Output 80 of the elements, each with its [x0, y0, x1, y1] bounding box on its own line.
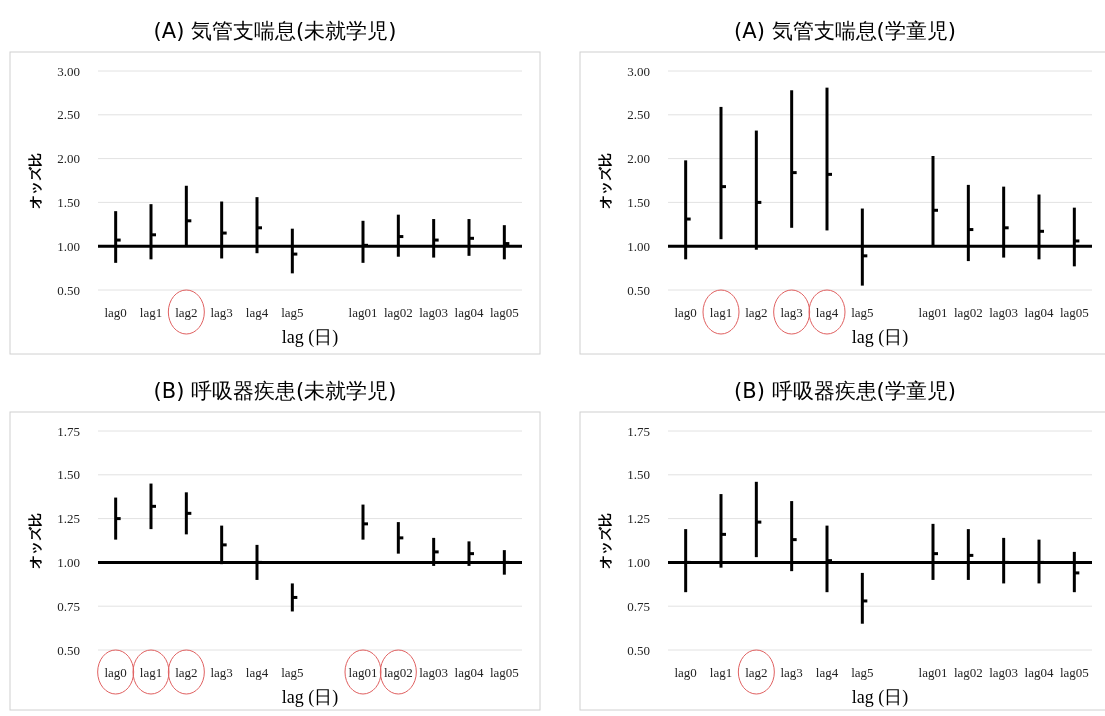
y-tick-label: 0.75 [627, 598, 650, 614]
x-axis-title: lag (日) [851, 327, 909, 348]
y-tick-label: 1.50 [57, 467, 80, 483]
x-tick-label: lag01 [348, 665, 378, 680]
x-axis-title: lag (日) [281, 687, 339, 708]
x-tick-label: lag03 [989, 665, 1019, 680]
x-tick-label: lag2 [745, 305, 768, 320]
y-tick-label: 0.50 [57, 282, 80, 298]
x-tick-label: lag03 [989, 305, 1019, 320]
y-tick-label: 1.00 [57, 238, 80, 254]
chart-title: (A) 気管支喘息(未就学児) [153, 19, 397, 43]
x-tick-label: lag01 [918, 305, 948, 320]
x-tick-label: lag4 [815, 665, 839, 680]
chart-title: (B) 呼吸器疾患(未就学児) [153, 379, 397, 403]
x-tick-label: lag5 [281, 305, 304, 320]
y-tick-label: 1.00 [627, 238, 650, 254]
chart-title: (A) 気管支喘息(学童児) [734, 19, 956, 43]
y-tick-label: 3.00 [627, 63, 650, 79]
y-tick-label: 2.50 [627, 107, 650, 123]
y-tick-label: 2.00 [57, 151, 80, 167]
x-tick-label: lag5 [851, 305, 874, 320]
x-tick-label: lag0 [104, 305, 127, 320]
x-tick-label: lag02 [953, 305, 983, 320]
x-tick-label: lag5 [281, 665, 304, 680]
x-tick-label: lag03 [419, 305, 449, 320]
x-tick-label: lag1 [139, 305, 163, 320]
x-tick-label: lag03 [419, 665, 449, 680]
x-tick-label: lag01 [918, 665, 948, 680]
x-tick-label: lag01 [348, 305, 378, 320]
y-tick-label: 1.25 [57, 511, 80, 527]
x-tick-label: lag1 [139, 665, 163, 680]
x-tick-label: lag3 [780, 305, 803, 320]
y-tick-label: 1.00 [57, 554, 80, 570]
y-axis-title: オッズ比 [597, 152, 613, 209]
x-tick-label: lag05 [489, 665, 519, 680]
x-tick-label: lag4 [815, 305, 839, 320]
x-tick-label: lag0 [674, 305, 697, 320]
y-tick-label: 1.25 [627, 511, 650, 527]
x-tick-label: lag04 [1024, 665, 1054, 680]
x-tick-label: lag3 [210, 305, 233, 320]
x-tick-label: lag02 [383, 305, 413, 320]
y-tick-label: 0.50 [627, 642, 650, 658]
y-tick-label: 1.75 [627, 423, 650, 439]
y-axis-title: オッズ比 [27, 512, 43, 569]
x-tick-label: lag0 [104, 665, 127, 680]
y-axis-title: オッズ比 [27, 152, 43, 209]
x-tick-label: lag0 [674, 665, 697, 680]
x-tick-label: lag4 [245, 305, 269, 320]
x-tick-label: lag04 [454, 665, 484, 680]
x-tick-label: lag3 [210, 665, 233, 680]
x-tick-label: lag04 [1024, 305, 1054, 320]
x-tick-label: lag4 [245, 665, 269, 680]
x-tick-label: lag05 [489, 305, 519, 320]
x-tick-label: lag3 [780, 665, 803, 680]
y-tick-label: 2.00 [627, 151, 650, 167]
y-tick-label: 0.75 [57, 598, 80, 614]
x-tick-label: lag04 [454, 305, 484, 320]
y-axis-title: オッズ比 [597, 512, 613, 569]
y-tick-label: 0.50 [627, 282, 650, 298]
x-tick-label: lag2 [175, 305, 198, 320]
y-tick-label: 3.00 [57, 63, 80, 79]
chart-title: (B) 呼吸器疾患(学童児) [734, 379, 956, 403]
x-tick-label: lag2 [175, 665, 198, 680]
y-tick-label: 1.50 [57, 194, 80, 210]
y-tick-label: 1.50 [627, 467, 650, 483]
x-tick-label: lag05 [1059, 305, 1089, 320]
x-axis-title: lag (日) [281, 327, 339, 348]
x-tick-label: lag5 [851, 665, 874, 680]
x-tick-label: lag02 [383, 665, 413, 680]
x-tick-label: lag05 [1059, 665, 1089, 680]
y-tick-label: 1.75 [57, 423, 80, 439]
x-tick-label: lag1 [709, 305, 733, 320]
y-tick-label: 0.50 [57, 642, 80, 658]
y-tick-label: 2.50 [57, 107, 80, 123]
x-tick-label: lag02 [953, 665, 983, 680]
y-tick-label: 1.00 [627, 554, 650, 570]
x-tick-label: lag2 [745, 665, 768, 680]
x-tick-label: lag1 [709, 665, 733, 680]
x-axis-title: lag (日) [851, 687, 909, 708]
y-tick-label: 1.50 [627, 194, 650, 210]
